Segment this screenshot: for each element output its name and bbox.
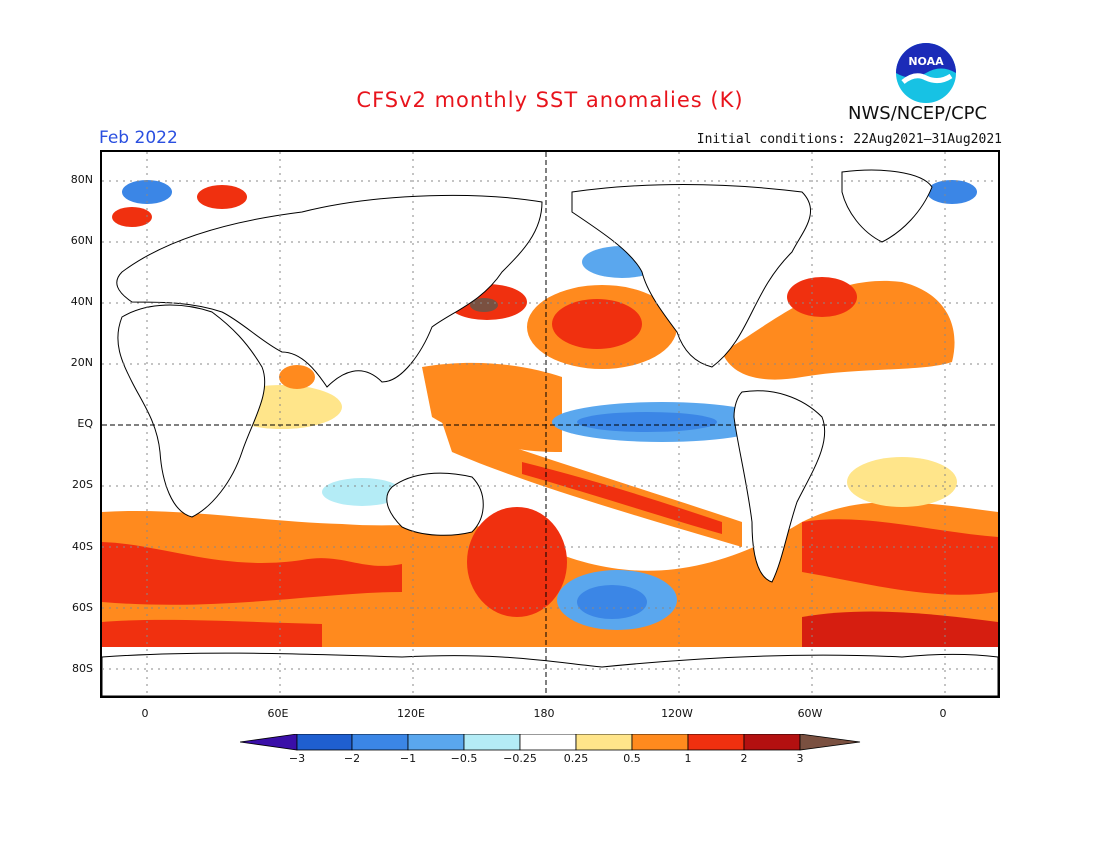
- barents-cool: [122, 180, 172, 204]
- lat-label: 60S: [72, 601, 93, 614]
- colorbar-swatch: [687, 734, 745, 751]
- kara-sea-warm: [197, 185, 247, 209]
- lon-label: 0: [141, 707, 149, 720]
- south-atlantic-warm: [847, 457, 957, 507]
- colorbar-swatch: [743, 734, 801, 751]
- colorbar-under-triangle: [240, 734, 298, 751]
- south-indian-cool: [322, 478, 402, 506]
- barents-cool-right: [927, 180, 977, 204]
- graticule: [102, 152, 998, 696]
- colorbar-swatch: [631, 734, 689, 751]
- arabian-sea-warm: [279, 365, 315, 389]
- colorbar-swatch: [351, 734, 409, 751]
- antarctic-coast-warm: [802, 611, 998, 647]
- africa: [117, 304, 266, 518]
- lat-label: EQ: [77, 417, 93, 430]
- eurasia: [116, 194, 543, 388]
- colorbar-swatch: [296, 734, 353, 751]
- agency-label: NWS/NCEP/CPC: [848, 103, 988, 124]
- equatorial-pacific-cool-core: [577, 412, 717, 432]
- logo-text: NOAA: [908, 55, 944, 68]
- chart-title: CFSv2 monthly SST anomalies (K): [356, 88, 744, 112]
- south-pacific-cool-core: [577, 585, 647, 619]
- colorbar-label: 3: [796, 752, 804, 765]
- lon-label: 60W: [797, 707, 823, 720]
- sst-anomaly-map: [100, 150, 1000, 698]
- colorbar-swatch: [407, 734, 465, 751]
- lat-label: 40S: [72, 540, 93, 553]
- antarctic-west-warm: [102, 619, 322, 647]
- land-masses: [102, 169, 998, 696]
- southern-ocean-strong-warm-2: [802, 519, 998, 595]
- gulf-stream-warm: [787, 277, 857, 317]
- map-canvas: [102, 152, 998, 696]
- lon-label: 180: [533, 707, 555, 720]
- north-pacific-warm-core: [552, 299, 642, 349]
- lon-label: 120W: [661, 707, 693, 720]
- colorbar-label: −0.5: [450, 752, 478, 765]
- australia: [386, 472, 484, 536]
- greenland: [841, 169, 933, 243]
- colorbar-swatch: [519, 734, 577, 751]
- lon-label: 0: [939, 707, 947, 720]
- north-america: [571, 184, 812, 368]
- colorbar-label: 2: [740, 752, 748, 765]
- forecast-period: Feb 2022: [99, 128, 178, 148]
- colorbar-label: 0.5: [623, 752, 641, 765]
- noaa-logo: NOAA: [896, 43, 956, 103]
- southern-ocean-strong-warm-1: [102, 542, 402, 605]
- norwegian-sea-warm: [112, 207, 152, 227]
- tasman-warm: [467, 507, 567, 617]
- lat-label: 20S: [72, 478, 93, 491]
- lat-label: 80N: [70, 173, 93, 186]
- lat-label: 40N: [70, 295, 93, 308]
- lon-label: 60E: [267, 707, 289, 720]
- colorbar-label: −0.25: [503, 752, 537, 765]
- kuroshio-extreme: [470, 298, 498, 312]
- lat-label: 60N: [70, 234, 93, 247]
- colorbar-label: −1: [399, 752, 417, 765]
- colorbar-swatch: [463, 734, 521, 751]
- lon-label: 120E: [397, 707, 425, 720]
- initial-conditions: Initial conditions: 22Aug2021–31Aug2021: [696, 132, 1002, 147]
- colorbar-over-triangle: [799, 734, 861, 751]
- colorbar-label: −2: [343, 752, 361, 765]
- lat-label: 80S: [72, 662, 93, 675]
- colorbar: [240, 734, 861, 751]
- antarctica: [102, 652, 998, 696]
- north-atlantic-warm: [722, 280, 955, 380]
- colorbar-swatch: [575, 734, 633, 751]
- colorbar-label: −3: [288, 752, 306, 765]
- south-america: [733, 390, 826, 583]
- lat-label: 20N: [70, 356, 93, 369]
- colorbar-label: 1: [684, 752, 692, 765]
- west-pacific-warm: [422, 362, 562, 452]
- south-pacific-warm-band-core: [522, 462, 722, 534]
- colorbar-label: 0.25: [563, 752, 589, 765]
